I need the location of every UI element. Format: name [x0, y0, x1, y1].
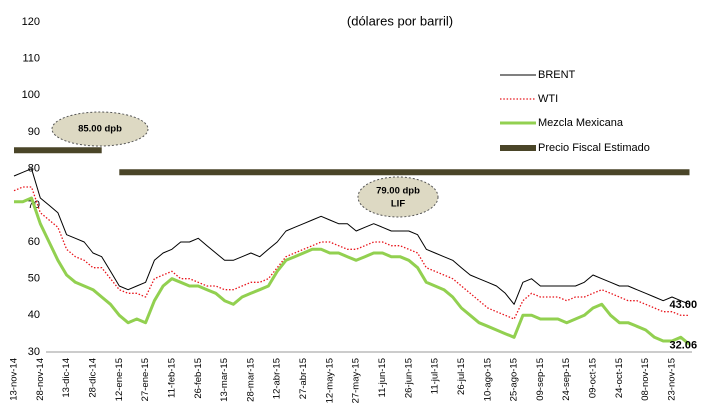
- x-tick-label: 27-ene-15: [140, 358, 151, 401]
- x-tick-label: 09-oct-15: [588, 358, 599, 398]
- x-tick-label: 12-abr-15: [272, 358, 283, 399]
- y-tick-label: 100: [22, 89, 40, 101]
- x-tick-label: 08-nov-15: [640, 358, 651, 401]
- value-label: 43.00: [670, 299, 698, 311]
- x-tick-label: 13-nov-14: [9, 358, 20, 401]
- y-tick-label: 120: [22, 16, 40, 28]
- annotation: 79.00 dpb: [376, 186, 420, 197]
- x-tick-label: 26-jun-15: [403, 358, 414, 398]
- annotation-bubble: [51, 111, 149, 147]
- x-tick-label: 28-dic-14: [87, 358, 98, 398]
- annotation: LIF: [391, 199, 405, 210]
- x-tick-label: 24-sep-15: [561, 358, 572, 401]
- annotation-bubble: [357, 176, 439, 218]
- x-tick-label: 10-ago-15: [482, 358, 493, 401]
- series-line: [13, 186, 690, 320]
- y-tick-label: 50: [28, 273, 40, 285]
- chart-title: (dólares por barril): [347, 13, 453, 28]
- x-tick-label: 11-jul-15: [430, 358, 441, 394]
- x-tick-label: 28-nov-14: [35, 358, 46, 401]
- legend-label: WTI: [538, 93, 558, 105]
- series-line: [13, 168, 690, 305]
- x-tick-label: 11-feb-15: [166, 358, 177, 398]
- y-tick-label: 90: [28, 126, 40, 138]
- y-tick-label: 30: [28, 346, 40, 358]
- legend-label: Precio Fiscal Estimado: [538, 142, 650, 154]
- x-tick-label: 26-jul-15: [456, 358, 467, 395]
- x-tick-label: 27-abr-15: [298, 358, 309, 399]
- x-tick-label: 12-ene-15: [114, 358, 125, 401]
- series-line: [14, 196, 691, 346]
- x-tick-label: 11-jun-15: [377, 358, 388, 397]
- x-tick-label: 24-oct-15: [614, 358, 625, 398]
- x-tick-label: 23-nov-15: [667, 358, 678, 401]
- x-tick-label: 12-may-15: [324, 358, 335, 403]
- value-label: 32.06: [670, 339, 698, 351]
- legend-label: BRENT: [538, 69, 576, 81]
- x-tick-label: 09-sep-15: [535, 358, 546, 401]
- x-tick-label: 13-mar-15: [219, 358, 230, 402]
- series-line: [14, 147, 690, 176]
- y-tick-label: 60: [28, 236, 40, 248]
- y-tick-label: 110: [22, 53, 40, 65]
- legend-label: Mezcla Mexicana: [538, 117, 624, 129]
- x-tick-label: 27-may-15: [351, 358, 362, 403]
- y-tick-label: 80: [28, 163, 40, 175]
- x-tick-label: 28-mar-15: [245, 358, 256, 402]
- y-tick-label: 40: [28, 309, 40, 321]
- x-tick-label: 13-dic-14: [61, 358, 72, 398]
- annotation: 85.00 dpb: [78, 124, 122, 135]
- x-tick-label: 25-ago-15: [509, 358, 520, 401]
- x-tick-label: 26-feb-15: [193, 358, 204, 399]
